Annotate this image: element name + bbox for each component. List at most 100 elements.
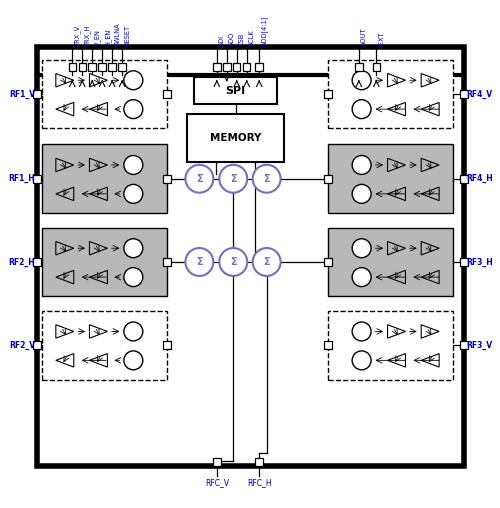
Circle shape — [124, 155, 143, 174]
Polygon shape — [56, 158, 74, 172]
Text: Σ: Σ — [264, 257, 270, 267]
Circle shape — [352, 71, 371, 90]
Circle shape — [186, 165, 214, 193]
Text: RF1_V: RF1_V — [9, 89, 35, 99]
Polygon shape — [56, 325, 74, 338]
Bar — [213, 64, 220, 71]
Bar — [328, 311, 452, 379]
Circle shape — [352, 268, 371, 287]
Bar — [163, 341, 171, 349]
Polygon shape — [56, 241, 74, 255]
Bar — [460, 341, 468, 349]
Bar — [118, 64, 126, 71]
Circle shape — [124, 71, 143, 90]
Text: RESET: RESET — [124, 24, 130, 46]
Circle shape — [124, 100, 143, 118]
Text: SPI: SPI — [226, 86, 246, 96]
Bar — [42, 59, 167, 129]
Bar — [42, 311, 167, 379]
Text: SDI: SDI — [219, 35, 225, 46]
Text: SDO: SDO — [229, 31, 235, 46]
Circle shape — [352, 155, 371, 174]
Bar — [68, 64, 76, 71]
Bar — [163, 258, 171, 266]
Bar — [460, 258, 468, 266]
Bar — [98, 64, 106, 71]
Text: Σ: Σ — [264, 174, 270, 184]
Bar — [243, 64, 250, 71]
Polygon shape — [421, 158, 439, 172]
Text: CSB: CSB — [239, 33, 245, 46]
Circle shape — [124, 322, 143, 341]
Polygon shape — [421, 74, 439, 87]
Text: H_EN: H_EN — [104, 28, 111, 46]
Text: RF2_H: RF2_H — [8, 258, 35, 267]
Bar — [38, 47, 464, 466]
Text: TRX_V: TRX_V — [74, 24, 81, 46]
Bar — [88, 64, 96, 71]
Bar — [355, 64, 362, 71]
Bar — [34, 341, 42, 349]
Bar — [163, 90, 171, 98]
Text: SWLNA: SWLNA — [114, 22, 120, 46]
Polygon shape — [421, 103, 439, 116]
Polygon shape — [388, 103, 406, 116]
Polygon shape — [388, 270, 406, 284]
Polygon shape — [388, 241, 406, 255]
Bar — [256, 64, 263, 71]
Circle shape — [124, 268, 143, 287]
Polygon shape — [90, 103, 108, 116]
Text: RF2_V: RF2_V — [9, 341, 35, 350]
Polygon shape — [56, 270, 74, 284]
Bar — [34, 90, 42, 98]
Text: RF4_V: RF4_V — [466, 89, 492, 99]
Bar — [163, 175, 171, 183]
Circle shape — [124, 239, 143, 258]
Text: IEXT: IEXT — [378, 31, 384, 46]
Circle shape — [124, 184, 143, 203]
Polygon shape — [90, 74, 108, 87]
Text: RF3_V: RF3_V — [466, 341, 492, 350]
Text: Σ: Σ — [230, 174, 236, 184]
Polygon shape — [388, 354, 406, 367]
Bar — [187, 114, 284, 162]
Polygon shape — [421, 270, 439, 284]
Circle shape — [352, 184, 371, 203]
Polygon shape — [388, 325, 406, 338]
Text: SCLK: SCLK — [248, 29, 254, 46]
Text: RFC_V: RFC_V — [205, 479, 229, 487]
Bar — [460, 90, 468, 98]
Circle shape — [220, 165, 247, 193]
Bar — [256, 458, 263, 466]
Text: RFC_H: RFC_H — [247, 479, 272, 487]
Polygon shape — [90, 270, 108, 284]
Polygon shape — [421, 325, 439, 338]
Bar — [233, 64, 240, 71]
Polygon shape — [90, 354, 108, 367]
Bar — [223, 64, 230, 71]
Bar — [108, 64, 116, 71]
Circle shape — [352, 100, 371, 118]
Polygon shape — [90, 158, 108, 172]
Polygon shape — [388, 158, 406, 172]
Polygon shape — [56, 103, 74, 116]
Polygon shape — [56, 354, 74, 367]
Text: Σ: Σ — [196, 257, 202, 267]
Bar — [328, 59, 452, 129]
Text: AOUT: AOUT — [361, 27, 367, 46]
Bar — [328, 144, 452, 213]
Circle shape — [252, 165, 280, 193]
Bar — [372, 64, 380, 71]
Bar — [78, 64, 86, 71]
Text: Σ: Σ — [230, 257, 236, 267]
Polygon shape — [90, 187, 108, 201]
Circle shape — [352, 322, 371, 341]
Text: Σ: Σ — [196, 174, 202, 184]
Polygon shape — [421, 354, 439, 367]
Bar — [213, 458, 220, 466]
Circle shape — [252, 248, 280, 276]
Bar — [324, 341, 332, 349]
Polygon shape — [421, 241, 439, 255]
Bar — [34, 258, 42, 266]
Circle shape — [352, 239, 371, 258]
